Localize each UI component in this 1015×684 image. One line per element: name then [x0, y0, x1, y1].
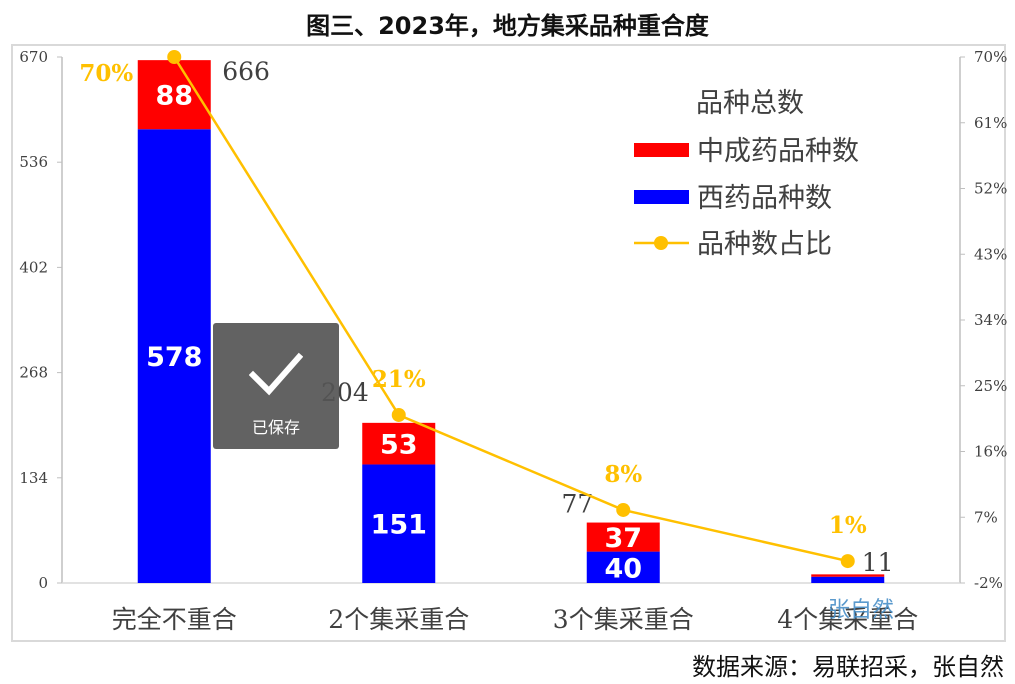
ratio-label: 1%: [829, 512, 867, 539]
ratio-point: [616, 502, 631, 517]
y-tick-label-right: 25%: [974, 377, 1007, 395]
ratio-label: 70%: [79, 60, 133, 87]
bar-western: [137, 129, 211, 583]
bar-western: [811, 576, 885, 583]
bar-tcm: [586, 522, 660, 552]
watermark: 张自然: [828, 598, 895, 623]
bar-label-tcm: 37: [604, 523, 642, 554]
y-tick-label-left: 402: [19, 258, 48, 276]
bar-label-tcm: 53: [380, 430, 418, 461]
y-tick-label-right: 70%: [974, 48, 1007, 66]
bar-label-western: 151: [371, 510, 427, 541]
bar-western: [362, 464, 436, 583]
y-tick-label-right: -2%: [974, 574, 1003, 592]
y-tick-label-left: 670: [19, 48, 48, 66]
legend-swatch-ratio-marker: [654, 236, 668, 250]
y-tick-label-left: 134: [19, 469, 48, 487]
checkmark-icon: [249, 352, 303, 396]
saved-toast-label: 已保存: [251, 418, 300, 437]
chart-title: 图三、2023年，地方集采品种重合度: [306, 12, 709, 40]
ratio-point: [391, 407, 406, 422]
x-tick-label: 3个集采重合: [553, 605, 694, 634]
y-tick-label-left: 0: [38, 574, 48, 592]
ratio-point: [840, 554, 855, 569]
ratio-point: [167, 50, 182, 64]
legend-label-ratio: 品种数占比: [697, 229, 832, 260]
ratio-label: 8%: [604, 461, 642, 488]
bar-western: [586, 551, 660, 583]
legend-title: 品种总数: [696, 88, 804, 119]
legend-swatch-western: [634, 190, 689, 204]
legend-swatch-tcm: [634, 143, 689, 157]
x-tick-label: 完全不重合: [112, 605, 237, 634]
bar-label-western: 578: [146, 342, 202, 373]
y-tick-label-right: 52%: [974, 180, 1007, 198]
y-tick-label-right: 61%: [974, 114, 1007, 132]
chart-frame: [11, 44, 1006, 642]
y-tick-label-right: 43%: [974, 245, 1007, 263]
total-label: 11: [862, 548, 894, 577]
bar-tcm: [811, 574, 885, 577]
bar-label-western: 40: [604, 553, 642, 584]
ratio-line: [173, 56, 849, 563]
bar-label-tcm: 88: [155, 81, 193, 112]
y-tick-label-right: 34%: [974, 311, 1007, 329]
ratio-label: 21%: [372, 366, 426, 393]
source-note: 数据来源：易联招采，张自然: [692, 653, 1004, 681]
y-tick-label-left: 268: [19, 364, 48, 382]
bar-tcm: [362, 422, 436, 465]
legend-label-tcm: 中成药品种数: [697, 136, 859, 167]
x-tick-label: 2个集采重合: [328, 605, 469, 634]
x-tick-label: 4个集采重合: [777, 605, 918, 634]
y-tick-label-right: 16%: [974, 443, 1007, 461]
total-label: 666: [222, 57, 270, 86]
legend-label-western: 西药品种数: [697, 183, 832, 214]
y-tick-label-right: 7%: [974, 508, 998, 526]
y-tick-label-left: 536: [19, 153, 48, 171]
saved-toast: 已保存: [213, 323, 339, 449]
